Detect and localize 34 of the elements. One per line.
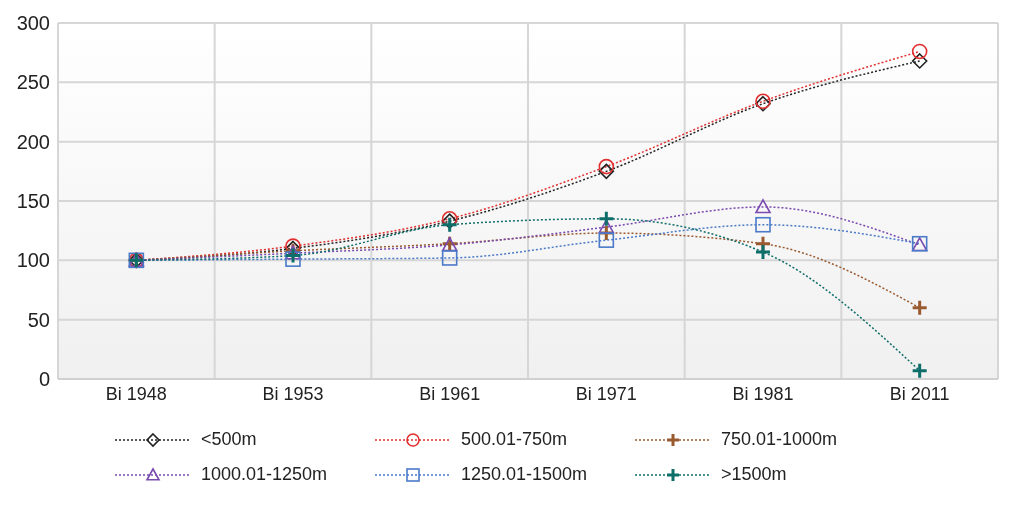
point: [911, 43, 928, 60]
legend-label: 750.01-1000m: [721, 429, 838, 450]
x-tick-label: Bi 1971: [575, 383, 637, 404]
legend-label: <500m: [201, 429, 257, 450]
legend-label: 1250.01-1500m: [461, 464, 588, 485]
y-tick-label: 0: [38, 368, 50, 391]
point: [441, 216, 459, 234]
y-tick-label: 200: [16, 130, 50, 153]
point: [598, 163, 615, 180]
point: [598, 158, 615, 175]
point: [911, 299, 929, 317]
point: [755, 199, 771, 214]
legend-label: 500.01-750m: [461, 429, 568, 450]
legend-label: >1500m: [721, 464, 787, 485]
point: [911, 53, 928, 69]
y-tick-label: 50: [27, 308, 50, 331]
point: [285, 251, 301, 267]
point: [441, 250, 458, 266]
x-tick-label: Bi 2011: [889, 383, 950, 404]
y-tick-label: 100: [16, 249, 50, 272]
point: [911, 362, 929, 379]
point: [284, 247, 302, 265]
x-tick-label: Bi 1948: [105, 383, 167, 404]
y-tick-label: 250: [16, 71, 50, 94]
point: [597, 210, 615, 228]
point: [598, 232, 615, 248]
point: [754, 243, 772, 261]
point: [755, 216, 771, 233]
y-tick-label: 300: [16, 12, 50, 35]
x-tick-label: Bi 1981: [732, 383, 794, 404]
y-tick-label: 150: [16, 190, 50, 213]
legend-label: 1000.01-1250m: [201, 464, 328, 485]
x-tick-label: Bi 1961: [419, 383, 481, 404]
x-tick-label: Bi 1953: [262, 383, 324, 404]
